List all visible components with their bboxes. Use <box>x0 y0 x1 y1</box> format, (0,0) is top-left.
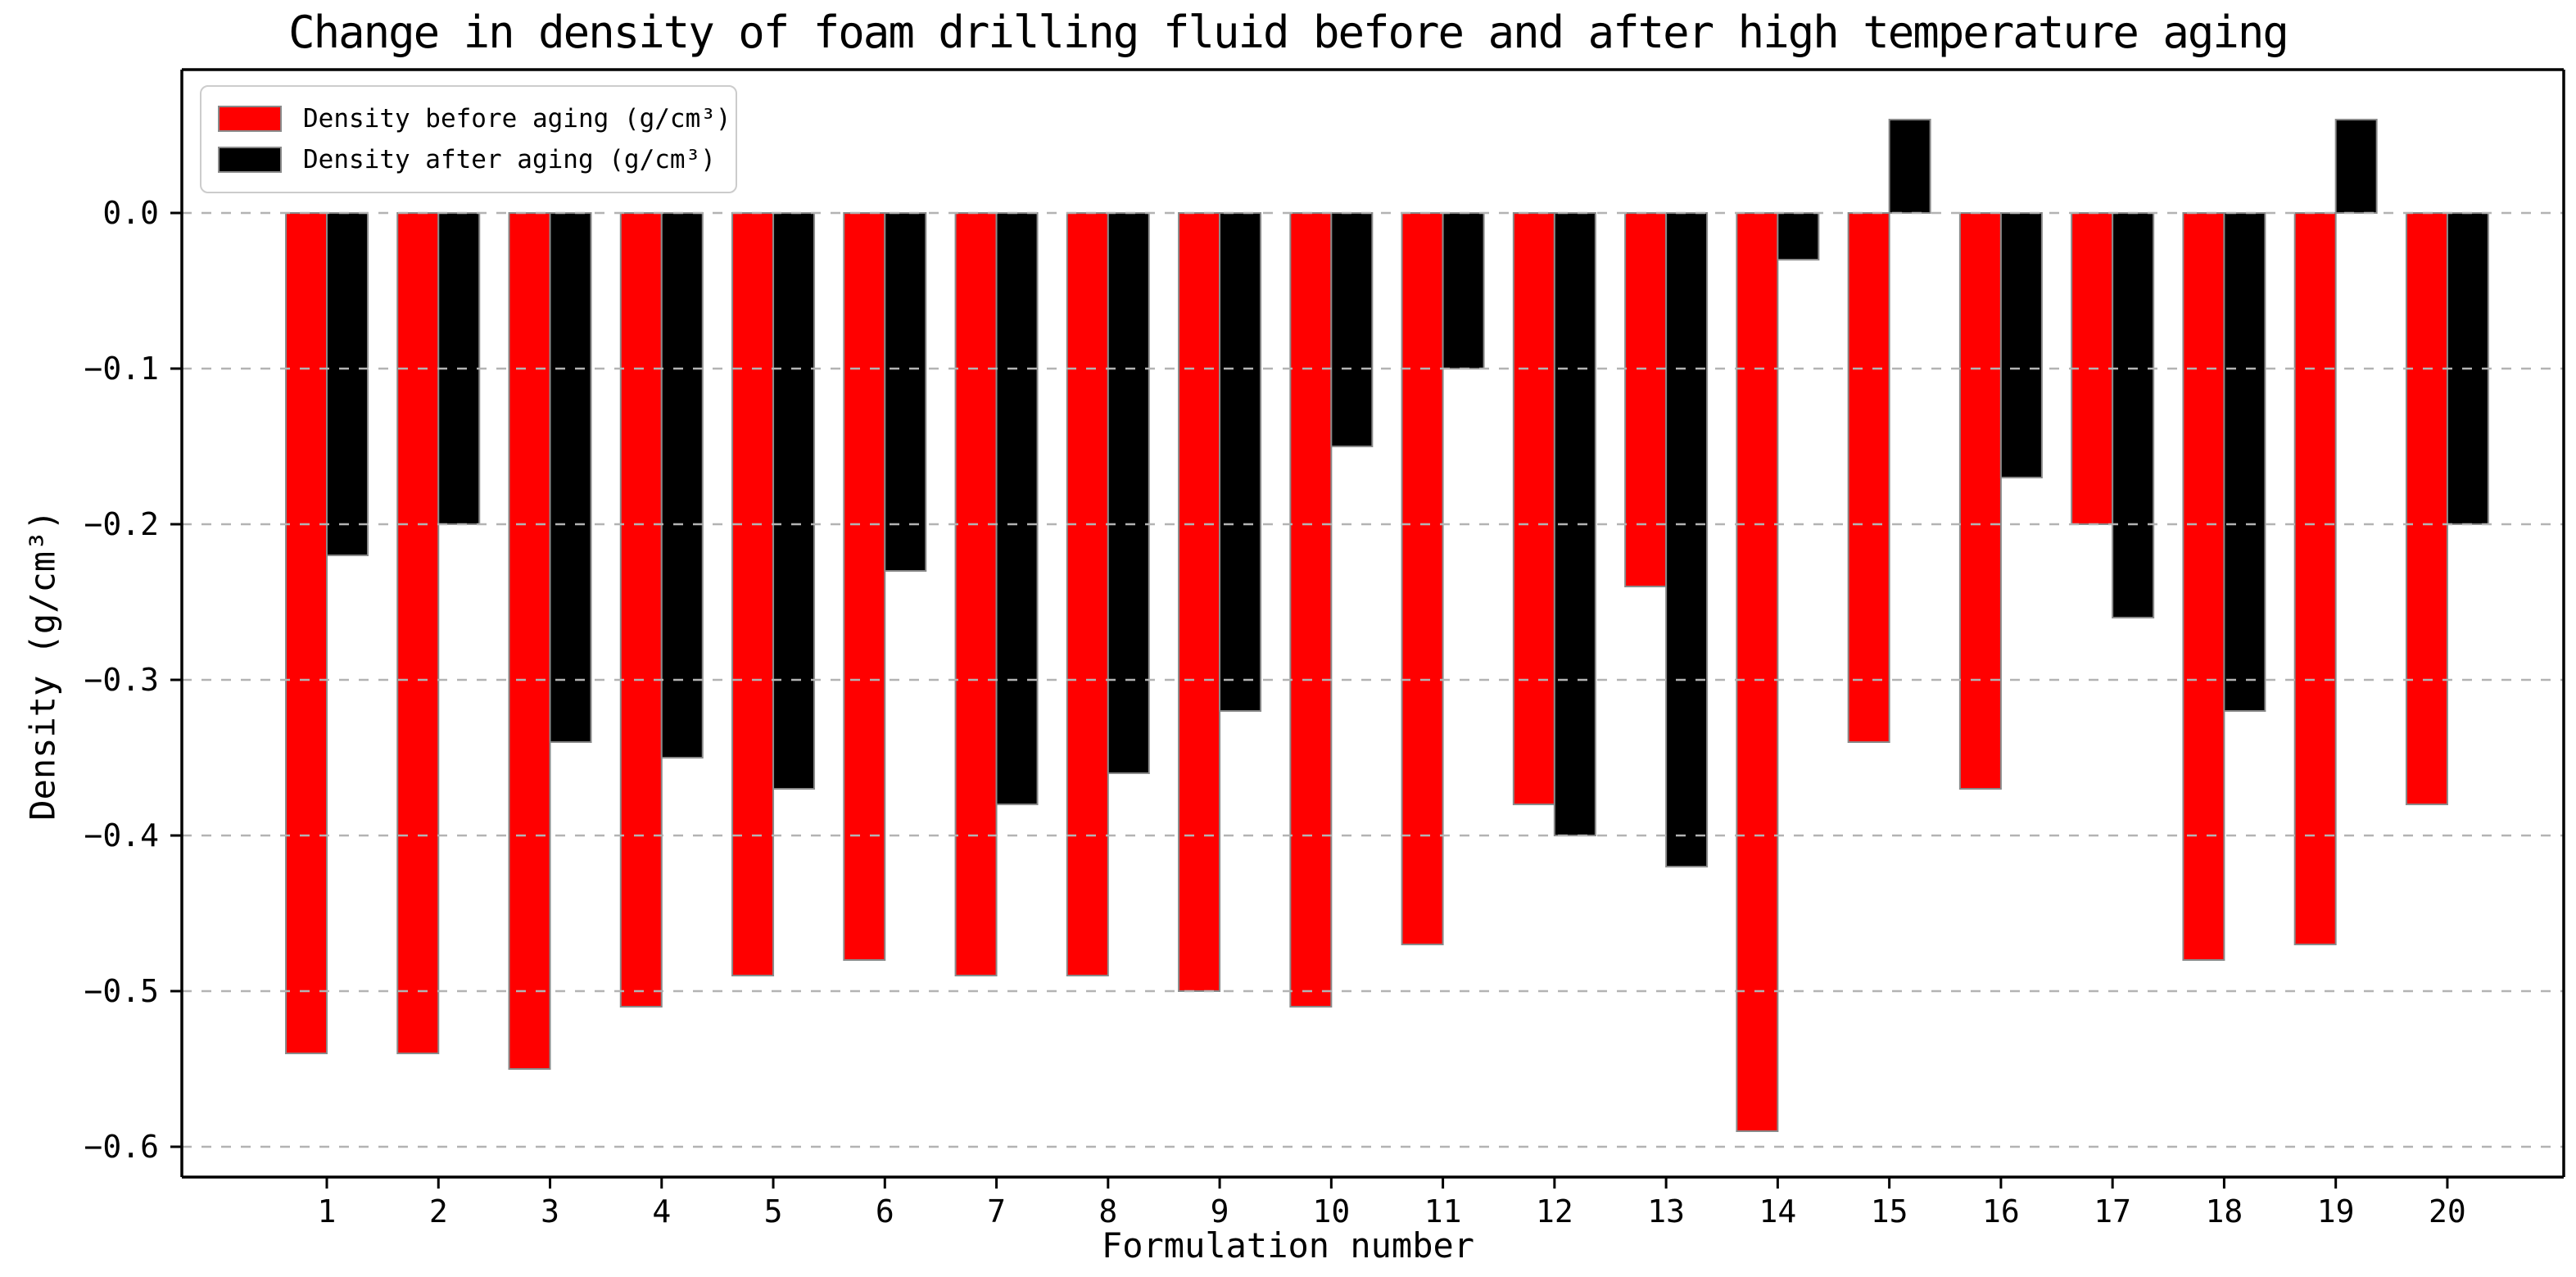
legend-label-1: Density before aging (g/cm³) <box>303 104 731 134</box>
x-tick-label: 6 <box>876 1193 894 1229</box>
legend-swatch-2 <box>218 147 282 173</box>
bar-series2-4 <box>660 212 704 759</box>
legend-label-2: Density after aging (g/cm³) <box>303 145 716 174</box>
y-tick-label: −0.6 <box>84 1129 159 1165</box>
y-tick-label: −0.4 <box>84 817 159 854</box>
x-tick-label: 7 <box>987 1193 1006 1229</box>
bar-series1-19 <box>2293 212 2337 945</box>
bar-series1-10 <box>1289 212 1333 1008</box>
bar-series2-3 <box>549 212 592 743</box>
y-axis-label: Density (g/cm³) <box>22 509 63 821</box>
x-tick-label: 20 <box>2429 1193 2466 1229</box>
x-tick-label: 8 <box>1098 1193 1117 1229</box>
chart-title: Change in density of foam drilling fluid… <box>288 7 2289 58</box>
legend-item-1: Density before aging (g/cm³) <box>218 104 731 134</box>
x-tick-label: 11 <box>1424 1193 1462 1229</box>
bar-series2-6 <box>884 212 927 572</box>
bar-series1-9 <box>1178 212 1221 992</box>
x-tick-label: 1 <box>318 1193 337 1229</box>
bar-series1-15 <box>1847 212 1890 743</box>
x-tick-label: 5 <box>764 1193 783 1229</box>
bar-series1-1 <box>285 212 328 1054</box>
x-tick-label: 10 <box>1312 1193 1350 1229</box>
bar-series2-8 <box>1107 212 1150 774</box>
bar-series1-14 <box>1736 212 1779 1132</box>
y-tick-label: −0.2 <box>84 506 159 542</box>
x-tick-label: 18 <box>2206 1193 2243 1229</box>
x-tick-label: 14 <box>1759 1193 1796 1229</box>
bar-series2-11 <box>1442 212 1485 369</box>
y-tick-label: −0.3 <box>84 662 159 698</box>
x-tick-label: 16 <box>1982 1193 2020 1229</box>
bar-series2-9 <box>1219 212 1262 712</box>
bar-series2-1 <box>326 212 369 556</box>
bar-series1-11 <box>1401 212 1444 945</box>
bar-series2-14 <box>1777 212 1820 260</box>
bar-series1-18 <box>2182 212 2225 961</box>
bar-series1-13 <box>1624 212 1668 587</box>
bar-series2-5 <box>772 212 816 790</box>
x-tick-label: 12 <box>1536 1193 1573 1229</box>
bar-series2-15 <box>1888 119 1931 214</box>
bar-series1-6 <box>843 212 886 961</box>
x-axis-label: Formulation number <box>1101 1225 1475 1266</box>
bar-series1-4 <box>619 212 663 1008</box>
x-tick-label: 3 <box>541 1193 559 1229</box>
x-tick-label: 19 <box>2317 1193 2355 1229</box>
bar-series2-19 <box>2334 119 2378 214</box>
y-tick-label: 0.0 <box>102 195 159 231</box>
bar-series2-17 <box>2112 212 2155 618</box>
bar-series2-7 <box>995 212 1039 805</box>
y-tick-label: −0.1 <box>84 351 159 387</box>
bar-series1-8 <box>1066 212 1109 976</box>
x-tick-label: 4 <box>652 1193 671 1229</box>
legend-item-2: Density after aging (g/cm³) <box>218 145 719 174</box>
bar-series2-16 <box>1999 212 2043 478</box>
bar-series2-13 <box>1665 212 1709 867</box>
bar-series1-20 <box>2405 212 2448 805</box>
bar-series2-10 <box>1330 212 1374 447</box>
legend: Density before aging (g/cm³) Density afte… <box>200 85 737 193</box>
x-tick-label: 17 <box>2094 1193 2131 1229</box>
bar-series1-16 <box>1958 212 2002 790</box>
bar-series1-5 <box>731 212 775 976</box>
x-tick-label: 13 <box>1647 1193 1685 1229</box>
y-tick-label: −0.5 <box>84 973 159 1009</box>
bar-series2-18 <box>2223 212 2266 712</box>
legend-swatch-1 <box>218 106 282 132</box>
x-tick-label: 2 <box>429 1193 448 1229</box>
x-tick-label: 15 <box>1871 1193 1908 1229</box>
bar-series1-2 <box>396 212 440 1054</box>
bar-series1-3 <box>508 212 551 1070</box>
bar-series1-7 <box>954 212 998 976</box>
bar-series1-12 <box>1512 212 1555 805</box>
x-tick-label: 9 <box>1211 1193 1229 1229</box>
